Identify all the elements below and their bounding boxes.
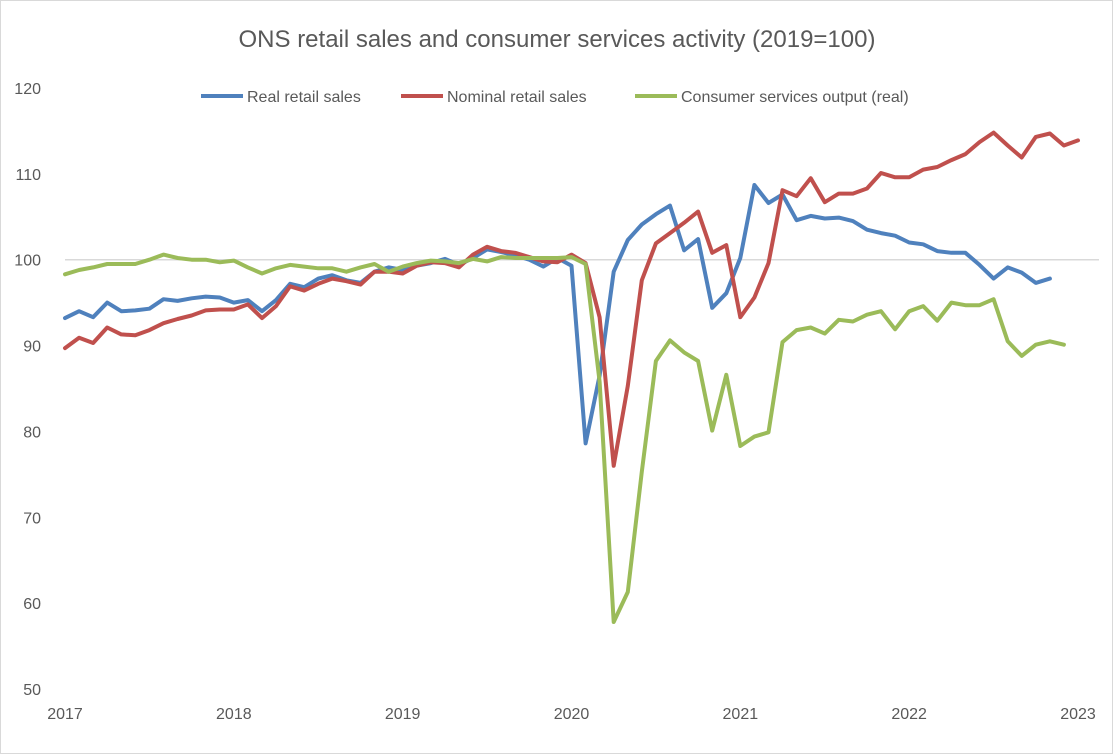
- y-tick-label-50: 50: [23, 682, 41, 699]
- y-tick-label-70: 70: [23, 510, 41, 527]
- series-group: [63, 130, 1080, 624]
- series-line-real-retail-sales: [63, 183, 1052, 446]
- legend-label-nominal-retail-sales: Nominal retail sales: [447, 89, 587, 106]
- y-axis: 50 60 70 80 90 100 110 120: [14, 81, 41, 699]
- series-line-consumer-services-output: [63, 252, 1066, 624]
- y-tick-label-120: 120: [14, 81, 41, 98]
- y-tick-label-90: 90: [23, 339, 41, 356]
- x-tick-label-2021: 2021: [723, 706, 759, 723]
- legend: Real retail sales Nominal retail sales C…: [201, 89, 909, 106]
- legend-label-consumer-services-output: Consumer services output (real): [681, 89, 909, 106]
- x-tick-label-2023: 2023: [1060, 706, 1096, 723]
- x-tick-label-2019: 2019: [385, 706, 421, 723]
- x-tick-label-2020: 2020: [554, 706, 590, 723]
- chart-title: ONS retail sales and consumer services a…: [239, 26, 876, 53]
- y-tick-label-60: 60: [23, 596, 41, 613]
- series-line-nominal-retail-sales: [63, 130, 1080, 468]
- x-tick-label-2022: 2022: [891, 706, 927, 723]
- legend-label-real-retail-sales: Real retail sales: [247, 89, 361, 106]
- y-tick-label-80: 80: [23, 424, 41, 441]
- y-tick-label-100: 100: [14, 253, 41, 270]
- x-tick-label-2017: 2017: [47, 706, 83, 723]
- y-tick-label-110: 110: [15, 167, 41, 184]
- x-axis: 2017 2018 2019 2020 2021 2022 2023: [47, 706, 1096, 723]
- x-tick-label-2018: 2018: [216, 706, 252, 723]
